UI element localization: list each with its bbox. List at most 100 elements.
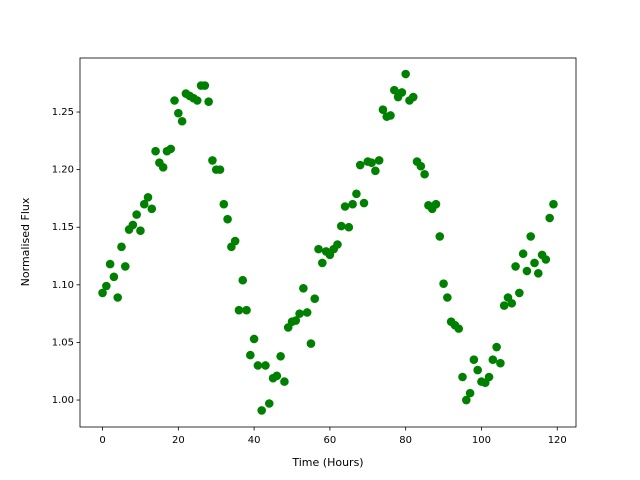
point [143, 192, 153, 202]
point [545, 213, 554, 223]
point [98, 288, 107, 298]
x-tick-label: 80 [399, 435, 412, 446]
y-tick-label: 1.05 [52, 337, 74, 348]
point [151, 146, 160, 156]
point [454, 324, 464, 333]
point [128, 220, 138, 230]
point [431, 199, 441, 209]
point [306, 339, 316, 348]
point [219, 199, 229, 209]
point [344, 222, 354, 232]
point [374, 156, 384, 165]
point [518, 249, 528, 259]
point [390, 85, 399, 95]
y-tick-label: 1.15 [52, 222, 74, 233]
point [488, 355, 498, 365]
point [264, 399, 274, 408]
point [113, 293, 123, 302]
point [299, 283, 308, 293]
point [496, 358, 505, 368]
point [177, 116, 187, 126]
point [378, 105, 388, 115]
point [102, 281, 111, 291]
point [465, 388, 475, 398]
x-tick-label: 20 [172, 435, 185, 446]
point [408, 92, 418, 102]
point [132, 210, 141, 219]
x-tick-label: 60 [324, 435, 337, 446]
point [526, 232, 536, 241]
point [261, 361, 270, 370]
point [359, 198, 369, 208]
point [533, 269, 543, 278]
point [253, 361, 263, 370]
point [439, 279, 448, 288]
y-tick-label: 1.25 [52, 107, 74, 118]
point [238, 275, 248, 285]
point [147, 204, 157, 214]
point [462, 395, 471, 405]
point [541, 255, 551, 264]
point [105, 259, 115, 269]
x-tick-label: 0 [99, 435, 105, 446]
y-tick-label: 1.10 [52, 280, 74, 291]
point [492, 342, 501, 352]
point [139, 199, 149, 209]
point [109, 272, 119, 282]
point [276, 351, 285, 361]
point [117, 242, 126, 252]
point [371, 166, 380, 176]
point [469, 355, 479, 365]
x-tick-label: 100 [472, 435, 491, 446]
point [401, 69, 410, 79]
point [174, 108, 183, 118]
point [352, 189, 361, 199]
point [499, 301, 509, 310]
point [257, 406, 266, 415]
point [242, 305, 251, 315]
y-tick-label: 1.00 [52, 395, 74, 406]
point [484, 372, 494, 382]
point [386, 111, 395, 120]
point [215, 165, 225, 174]
x-tick-label: 40 [248, 435, 261, 446]
point [458, 372, 467, 382]
point [397, 88, 407, 97]
point [473, 365, 482, 375]
point [530, 258, 539, 268]
point [166, 144, 176, 154]
point [246, 350, 255, 360]
point [367, 158, 376, 168]
point [511, 262, 520, 271]
point [208, 156, 217, 165]
y-axis-label: Normalised Flux [19, 197, 32, 286]
plot-frame [79, 57, 577, 428]
point [302, 308, 312, 317]
point [295, 309, 304, 318]
point [230, 236, 240, 246]
y-tick-label: 1.20 [52, 165, 74, 176]
point [522, 266, 532, 276]
point [120, 262, 130, 271]
point [170, 96, 179, 105]
point [136, 226, 145, 235]
point [200, 81, 210, 90]
point [507, 298, 517, 308]
x-tick-label: 120 [548, 435, 567, 446]
point [435, 232, 445, 241]
point [234, 305, 244, 315]
point [333, 240, 342, 249]
point [336, 221, 346, 231]
point [291, 316, 301, 325]
point [223, 214, 232, 224]
point [314, 244, 323, 254]
point [340, 202, 350, 211]
point [549, 199, 558, 209]
point [249, 334, 259, 344]
point [158, 163, 168, 172]
point [318, 258, 327, 268]
point [416, 161, 426, 171]
point [355, 160, 365, 170]
point [272, 371, 282, 381]
